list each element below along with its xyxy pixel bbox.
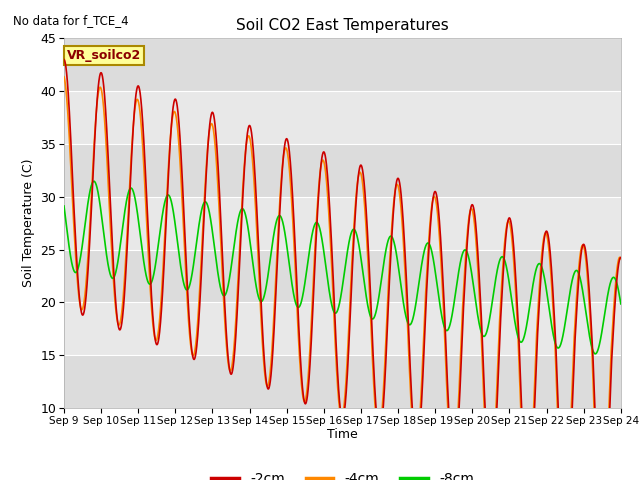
Bar	[64, 144, 621, 197]
Text: No data for f_TCE_4: No data for f_TCE_4	[13, 14, 129, 27]
Bar	[64, 91, 621, 144]
Title: Soil CO2 East Temperatures: Soil CO2 East Temperatures	[236, 18, 449, 33]
Legend: -2cm, -4cm, -8cm: -2cm, -4cm, -8cm	[205, 467, 479, 480]
Bar	[64, 38, 621, 91]
Y-axis label: Soil Temperature (C): Soil Temperature (C)	[22, 159, 35, 288]
Bar	[64, 197, 621, 250]
Bar	[64, 355, 621, 408]
Text: VR_soilco2: VR_soilco2	[67, 49, 141, 62]
Bar	[64, 302, 621, 355]
X-axis label: Time: Time	[327, 429, 358, 442]
Bar	[64, 250, 621, 302]
